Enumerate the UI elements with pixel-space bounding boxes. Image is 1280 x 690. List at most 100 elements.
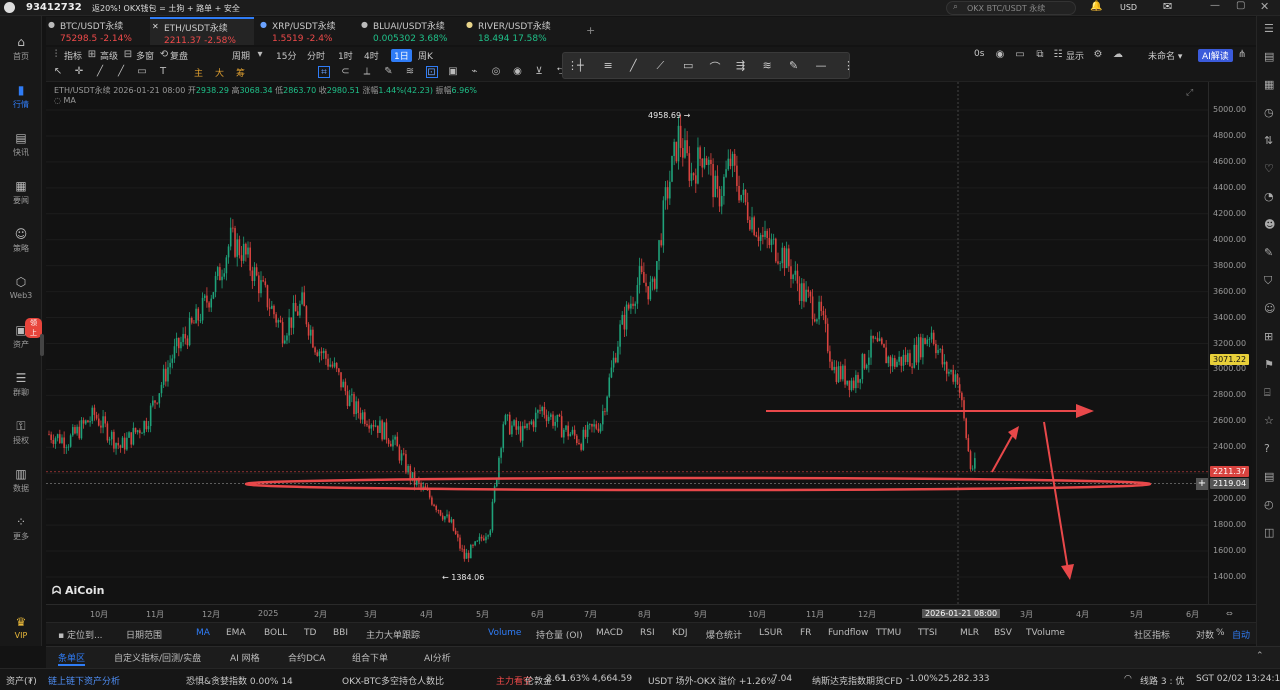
- doc-icon[interactable]: ▤: [1264, 470, 1275, 483]
- ma-legend[interactable]: ◌ MA: [54, 96, 76, 105]
- channel-icon[interactable]: ⇶: [736, 59, 746, 72]
- sub-indicator-3[interactable]: RSI: [640, 628, 655, 638]
- mail-icon[interactable]: ✉: [1163, 0, 1173, 13]
- book-icon[interactable]: ▤: [1264, 50, 1275, 63]
- toolbar-item-9[interactable]: 1日: [391, 49, 412, 62]
- minimize-icon[interactable]: —: [1210, 0, 1220, 11]
- bottom-tab-5[interactable]: AI分析: [424, 654, 451, 664]
- indicator-option-1[interactable]: 对数: [1196, 631, 1215, 641]
- brush-icon[interactable]: ⌁: [471, 66, 478, 77]
- tab-river[interactable]: ● RIVER/USDT永续 18.494 17.58%: [464, 17, 568, 45]
- star-icon[interactable]: ☆: [1264, 414, 1274, 427]
- lock-icon[interactable]: ⊡: [425, 66, 438, 78]
- heart-icon[interactable]: ♡: [1264, 162, 1274, 175]
- quick-tool-2[interactable]: 筹: [236, 69, 246, 79]
- magnet-icon[interactable]: ⊂: [341, 66, 350, 77]
- search-box[interactable]: ⌕ OKX BTC/USDT 永续: [946, 1, 1076, 15]
- flag-icon[interactable]: ⚑: [1264, 358, 1274, 371]
- bell-icon[interactable]: 🔔: [1090, 1, 1103, 12]
- alarm-icon[interactable]: ◴: [1264, 498, 1274, 511]
- layout-name[interactable]: 未命名 ▾: [1148, 52, 1183, 62]
- share-icon[interactable]: ⋔: [1237, 49, 1247, 60]
- ray-icon[interactable]: —: [815, 59, 827, 72]
- rectangle-icon[interactable]: ▭: [137, 66, 147, 77]
- text-icon[interactable]: T: [159, 66, 167, 77]
- tab-xrp[interactable]: ● XRP/USDT永续 1.5519 -2.4%: [258, 17, 362, 45]
- cursor-icon[interactable]: ↖: [53, 66, 63, 77]
- nav-item-更多[interactable]: ⁘ 更多: [0, 516, 42, 542]
- maximize-icon[interactable]: ▢: [1236, 0, 1246, 11]
- file-icon[interactable]: ▦: [1264, 78, 1275, 91]
- bottom-tab-3[interactable]: 合约DCA: [288, 654, 326, 664]
- nav-item-快讯[interactable]: ▤ 快讯: [0, 132, 42, 158]
- sub-indicator-12[interactable]: BSV: [994, 628, 1012, 638]
- indicator-option-0[interactable]: 社区指标: [1134, 631, 1171, 641]
- toolbar-item-6[interactable]: 分时: [307, 52, 326, 62]
- horizontal-line-icon[interactable]: ┼: [577, 59, 584, 72]
- bottom-tab-1[interactable]: 自定义指标/回测/实盘: [114, 654, 202, 664]
- toolbar-item-5[interactable]: 15分: [276, 52, 297, 62]
- indicator-option-2[interactable]: %: [1216, 628, 1225, 638]
- quick-tool-0[interactable]: 主: [194, 69, 204, 79]
- nav-item-数据[interactable]: ▥ 数据: [0, 468, 42, 494]
- trade-icon[interactable]: ⇅: [1264, 134, 1274, 147]
- down-arrow-drawing[interactable]: [1043, 421, 1069, 571]
- arc-icon[interactable]: ⌒: [709, 61, 721, 74]
- tab-btc[interactable]: ● BTC/USDT永续 75298.5 -2.14%: [46, 17, 150, 45]
- measure-icon[interactable]: ⌗: [318, 66, 330, 78]
- robot-icon[interactable]: ☻: [1264, 218, 1276, 231]
- chat-icon[interactable]: ◫: [1264, 526, 1275, 539]
- toolbar-item-8[interactable]: 4时: [364, 52, 379, 62]
- clock-icon[interactable]: ◷: [1264, 106, 1274, 119]
- toolbar-item-0[interactable]: 指标: [64, 52, 83, 62]
- trend-line-icon[interactable]: ╱: [630, 59, 637, 72]
- main-indicator-0[interactable]: MA: [196, 628, 210, 638]
- sub-indicator-9[interactable]: TTMU: [876, 628, 902, 638]
- brush-icon[interactable]: ✎: [789, 59, 799, 72]
- collapse-handle[interactable]: [40, 334, 44, 356]
- sub-indicator-8[interactable]: Fundflow: [828, 628, 869, 638]
- extended-line-icon[interactable]: ⟋: [656, 59, 665, 72]
- bottom-tab-0[interactable]: 条单区: [58, 651, 86, 666]
- price-axis[interactable]: 5000.00 4800.00 4600.00 4400.00 4200.00 4000.…: [1208, 82, 1252, 604]
- bottom-tab-2[interactable]: AI 网格: [230, 654, 260, 664]
- save-icon[interactable]: ▭: [1015, 49, 1025, 60]
- parallel-lines-icon[interactable]: ≡: [603, 59, 613, 72]
- toolbar-item-3[interactable]: 复盘: [170, 52, 189, 62]
- filter-icon[interactable]: ◉: [513, 66, 522, 77]
- zero-seconds[interactable]: 0s: [974, 49, 985, 59]
- sub-indicator-0[interactable]: Volume: [488, 628, 522, 638]
- nav-item-行情[interactable]: ▮ 行情: [0, 84, 42, 110]
- coin-icon[interactable]: ●: [48, 20, 55, 29]
- date-range-button[interactable]: 日期范围: [126, 631, 163, 641]
- connection-line[interactable]: 线路 3 : 优: [1140, 677, 1185, 687]
- help-icon[interactable]: ?: [1264, 442, 1270, 455]
- sub-indicator-11[interactable]: MLR: [960, 628, 980, 638]
- up-arrow-drawing[interactable]: [991, 435, 1013, 473]
- display-button[interactable]: 显示: [1066, 52, 1085, 62]
- axis-scale-icon[interactable]: ⇔: [1226, 609, 1233, 618]
- sub-indicator-7[interactable]: FR: [800, 628, 812, 638]
- eye-icon[interactable]: ◌: [54, 96, 61, 105]
- toolbar-item-2[interactable]: 多窗: [136, 52, 155, 62]
- indicator-option-3[interactable]: 自动: [1232, 631, 1251, 641]
- sub-indicator-1[interactable]: 持仓量 (OI): [536, 631, 583, 641]
- undo-icon[interactable]: ⮌: [556, 66, 565, 77]
- ruler-icon[interactable]: ⟂: [363, 66, 371, 77]
- crosshair-icon[interactable]: ✛: [74, 66, 84, 77]
- pen-icon[interactable]: ✎: [384, 66, 393, 77]
- drag-handle-icon[interactable]: ⋮: [567, 59, 578, 72]
- coin-icon[interactable]: ●: [361, 20, 368, 29]
- tab-eth[interactable]: ✕ ETH/USDT永续 2211.37 -2.58%: [150, 17, 254, 46]
- nav-item-授权[interactable]: ⚿ 授权: [0, 420, 42, 446]
- collapse-panel-icon[interactable]: ⌃: [1256, 651, 1264, 661]
- price-chart[interactable]: 4958.69 → ← 1384.06 ETH/USDT永续 2026-01-21…: [46, 82, 1208, 604]
- floating-draw-tools[interactable]: ⋮ ┼ ≡ ╱ ⟋ ▭ ⌒ ⇶ ≋ ✎ — ⋮: [562, 52, 854, 79]
- ai-interpret-button[interactable]: AI解读: [1198, 49, 1233, 62]
- add-alert-icon[interactable]: +: [1196, 477, 1208, 490]
- more-handle-icon[interactable]: ⋮: [843, 59, 854, 72]
- line-icon[interactable]: ╱: [96, 66, 104, 77]
- copy-icon[interactable]: ⧉: [1036, 49, 1044, 60]
- support-ellipse-drawing[interactable]: [244, 476, 1152, 492]
- sub-indicator-2[interactable]: MACD: [596, 628, 623, 638]
